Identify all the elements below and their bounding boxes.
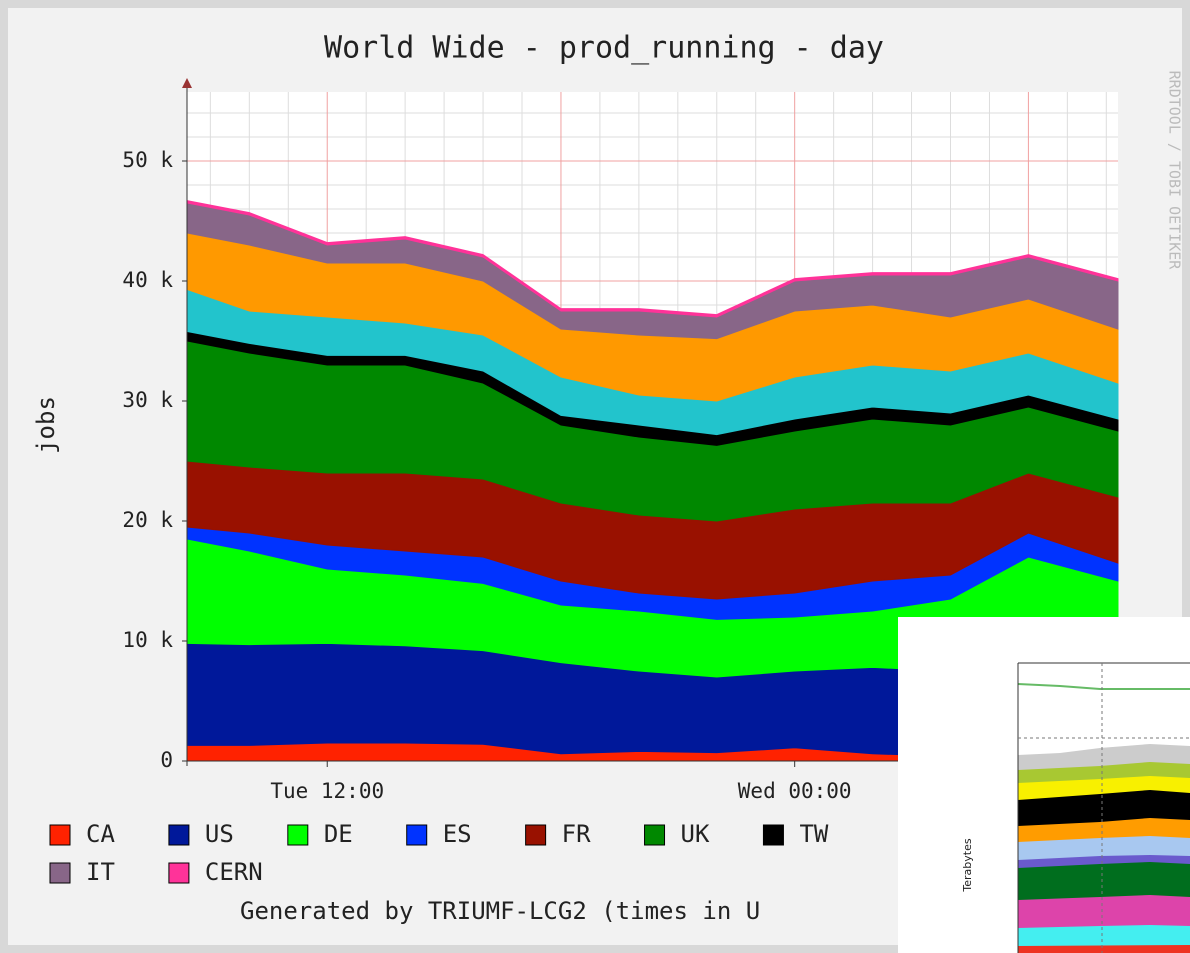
legend-item: ES	[406, 820, 472, 848]
inset: Terabytes	[898, 617, 1190, 953]
y-axis-arrow	[182, 78, 192, 88]
legend-item: IT	[49, 858, 115, 886]
legend-swatch	[287, 824, 309, 846]
legend-label: TW	[799, 820, 828, 848]
legend-label: FR	[562, 820, 591, 848]
chart-title: World Wide - prod_running - day	[324, 31, 884, 66]
legend-swatch	[762, 824, 784, 846]
footer: Generated by TRIUMF-LCG2 (times in U	[240, 897, 760, 925]
legend-label: CERN	[205, 858, 263, 886]
legend-label: US	[205, 820, 234, 848]
side-note: RRDTOOL / TOBI OETIKER	[1166, 71, 1184, 271]
legend-label: UK	[681, 820, 710, 848]
legend-label: ES	[443, 820, 472, 848]
legend-item: TW	[762, 820, 829, 848]
y-tick-label: 20 k	[122, 508, 173, 532]
y-axis-label: jobs	[32, 396, 60, 454]
y-tick-label: 10 k	[122, 628, 173, 652]
legend-item: DE	[287, 820, 353, 848]
legend-swatch	[406, 824, 428, 846]
legend-swatch	[168, 862, 190, 884]
legend-item: CERN	[168, 858, 263, 886]
legend-swatch	[49, 824, 71, 846]
inset-line	[1017, 683, 1190, 690]
y-tick-label: 30 k	[122, 388, 173, 412]
legend-item: FR	[525, 820, 591, 848]
legend-item: UK	[644, 820, 710, 848]
legend-swatch	[525, 824, 547, 846]
y-tick-label: 0	[160, 748, 173, 772]
area	[186, 199, 1119, 318]
legend-item: US	[168, 820, 234, 848]
legend-swatch	[168, 824, 190, 846]
legend-swatch	[644, 824, 666, 846]
legend-label: CA	[86, 820, 115, 848]
x-tick-label: Tue 12:00	[270, 779, 384, 803]
legend-label: IT	[86, 858, 115, 886]
inset-band	[1018, 945, 1190, 953]
x-tick-label: Wed 00:00	[738, 779, 852, 803]
legend-swatch	[49, 862, 71, 884]
legend-item: CA	[49, 820, 115, 848]
y-tick-label: 50 k	[122, 148, 173, 172]
legend-label: DE	[324, 820, 353, 848]
y-tick-label: 40 k	[122, 268, 173, 292]
inset-y-label: Terabytes	[961, 838, 974, 892]
